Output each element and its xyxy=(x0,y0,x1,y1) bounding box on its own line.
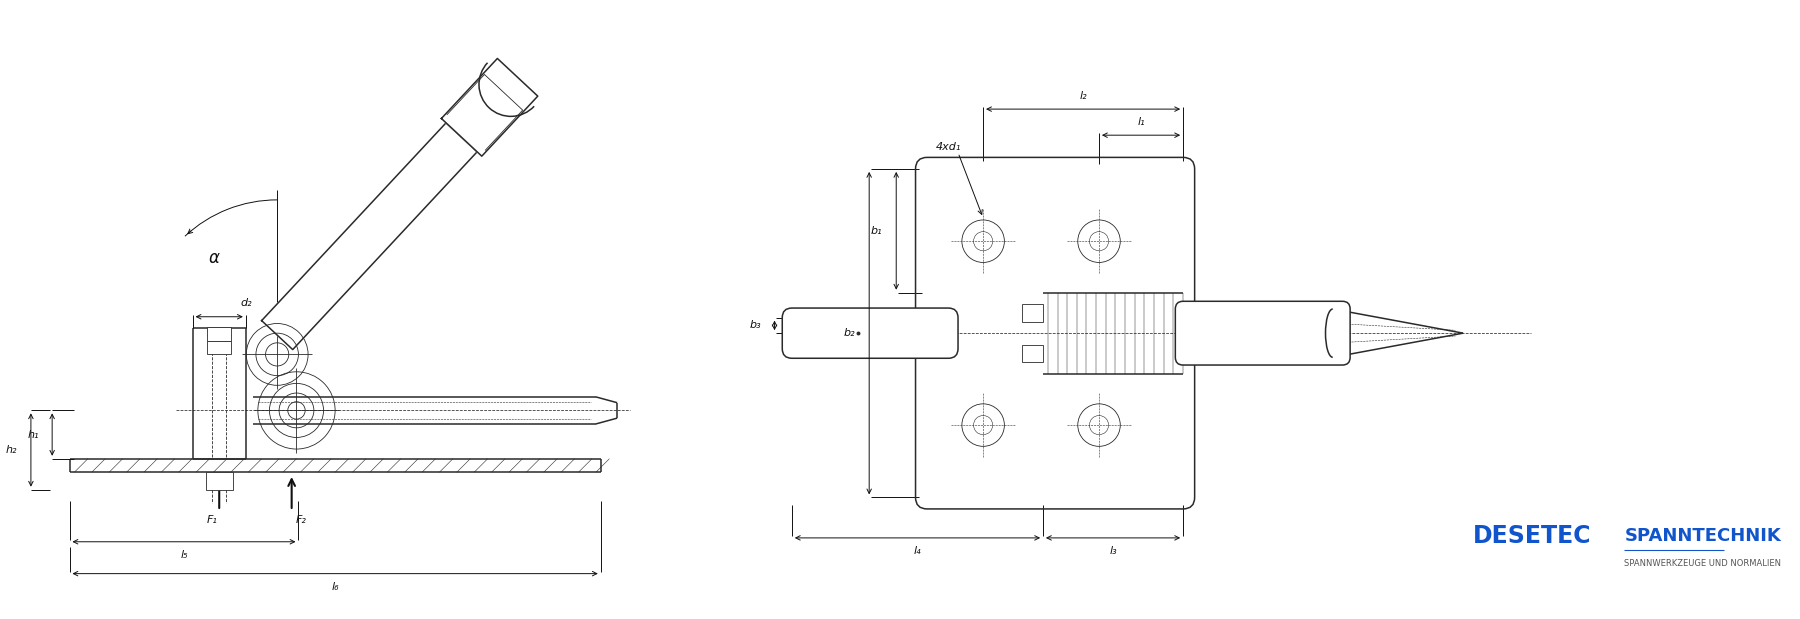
Polygon shape xyxy=(261,123,477,350)
Text: SPANNTECHNIK: SPANNTECHNIK xyxy=(1624,527,1782,545)
Bar xyxy=(207,341,230,355)
Bar xyxy=(1022,304,1042,322)
Text: b₂: b₂ xyxy=(844,328,855,338)
Text: l₂: l₂ xyxy=(1080,90,1087,100)
Text: h₂: h₂ xyxy=(5,445,18,455)
Text: l₆: l₆ xyxy=(331,582,338,592)
Bar xyxy=(1022,345,1042,362)
Text: l₃: l₃ xyxy=(1109,547,1116,556)
Text: l₁: l₁ xyxy=(1138,116,1145,127)
Text: b₁: b₁ xyxy=(871,226,882,236)
Text: h₁: h₁ xyxy=(27,430,38,439)
Polygon shape xyxy=(441,58,538,156)
FancyBboxPatch shape xyxy=(1175,301,1350,365)
Text: b₃: b₃ xyxy=(749,321,761,331)
Text: l₄: l₄ xyxy=(914,547,922,556)
Text: F₂: F₂ xyxy=(295,515,306,525)
Bar xyxy=(205,472,232,490)
Text: F₁: F₁ xyxy=(207,515,218,525)
Text: α: α xyxy=(209,249,220,267)
Text: l₅: l₅ xyxy=(180,550,187,560)
FancyBboxPatch shape xyxy=(783,308,958,358)
Text: 4xd₁: 4xd₁ xyxy=(936,142,961,152)
Text: DESETEC: DESETEC xyxy=(1472,524,1591,548)
Bar xyxy=(207,327,230,341)
Text: SPANNWERKZEUGE UND NORMALIEN: SPANNWERKZEUGE UND NORMALIEN xyxy=(1624,558,1782,568)
Text: d₂: d₂ xyxy=(241,298,252,308)
